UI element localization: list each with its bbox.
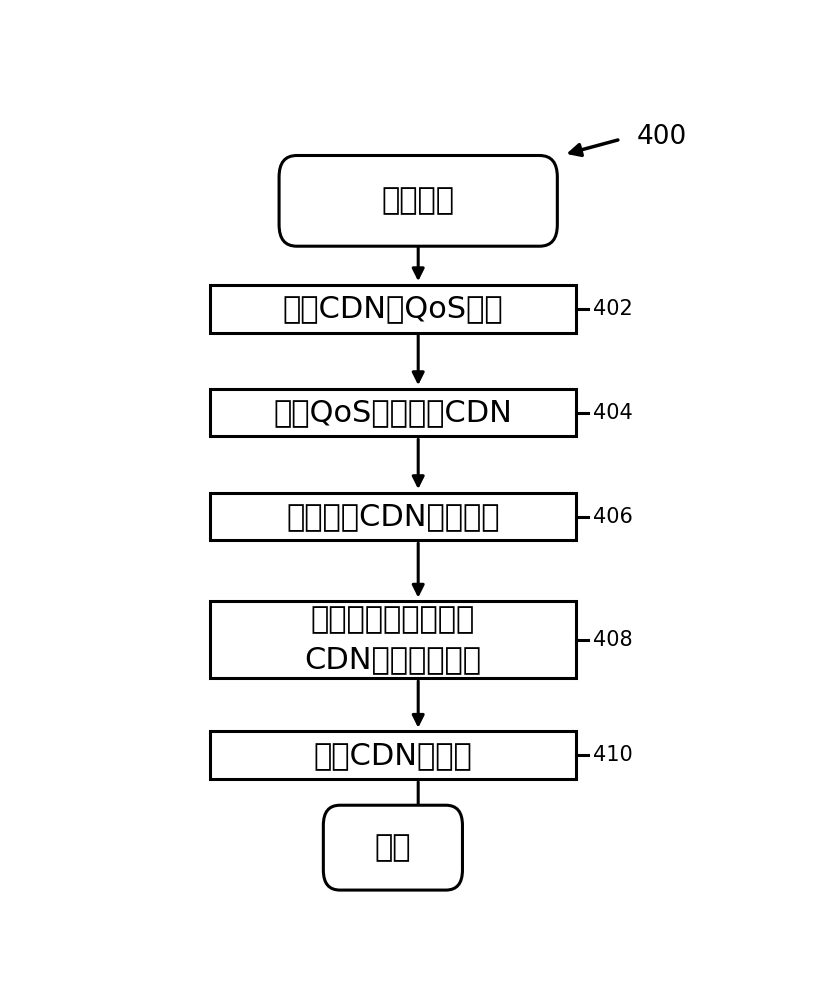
Text: 基于QoS分数选择CDN: 基于QoS分数选择CDN: [273, 398, 512, 427]
Bar: [210, 601, 576, 678]
FancyBboxPatch shape: [279, 155, 557, 246]
Text: 更新CDN的代理: 更新CDN的代理: [313, 741, 472, 770]
Text: 402: 402: [592, 299, 632, 319]
Text: 406: 406: [592, 507, 632, 527]
Bar: [210, 731, 576, 779]
Bar: [210, 285, 576, 333]
Text: 408: 408: [592, 630, 632, 650]
Bar: [210, 493, 576, 540]
FancyBboxPatch shape: [323, 805, 463, 890]
Text: 接收会话期间选择的
CDN的性能的反馈: 接收会话期间选择的 CDN的性能的反馈: [304, 605, 481, 674]
Text: 完成: 完成: [375, 833, 411, 862]
Text: 分配方法: 分配方法: [382, 186, 455, 215]
Bar: [210, 389, 576, 436]
Text: 400: 400: [636, 124, 686, 150]
Text: 用选定的CDN开始会话: 用选定的CDN开始会话: [286, 502, 499, 531]
Text: 接收CDN的QoS分数: 接收CDN的QoS分数: [282, 294, 503, 323]
Text: 410: 410: [592, 745, 632, 765]
Text: 404: 404: [592, 403, 632, 423]
